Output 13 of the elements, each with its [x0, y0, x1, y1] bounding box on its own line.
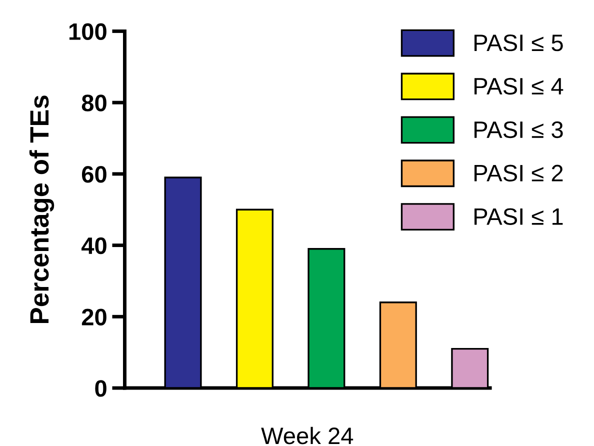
- legend-label: PASI ≤ 2: [474, 164, 563, 182]
- legend-label: PASI ≤ 3: [474, 121, 563, 138]
- y-tick-label: 40: [81, 237, 106, 254]
- legend-label: PASI ≤ 5: [474, 34, 563, 52]
- legend-label: PASI ≤ 1: [474, 208, 563, 225]
- legend-label: PASI ≤ 4: [474, 78, 564, 95]
- y-axis-title: Percentage of TEs: [29, 96, 54, 323]
- y-tick-label: 20: [82, 308, 106, 326]
- y-tick-label: 100: [69, 23, 106, 40]
- y-tick-label: 60: [82, 166, 106, 183]
- y-tick-label: 0: [95, 380, 106, 397]
- y-tick-label: 80: [82, 94, 106, 112]
- x-axis-title: Week 24: [261, 426, 354, 444]
